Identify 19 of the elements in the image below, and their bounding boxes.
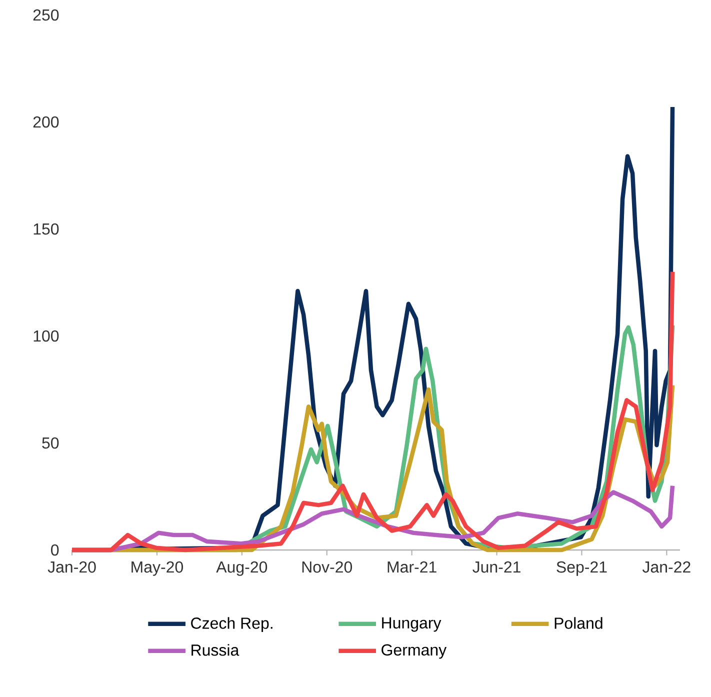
x-tick-label: Nov-20	[302, 561, 352, 573]
y-tick-label: 250	[33, 9, 59, 21]
legend-label: Germany	[382, 644, 447, 659]
x-tick-label: Jan-20	[48, 561, 96, 573]
x-tick-label: Jan-22	[642, 561, 690, 573]
y-tick-label: 100	[34, 330, 59, 342]
legend-label: Russia	[192, 644, 240, 656]
x-tick-label: Sep-21	[556, 561, 607, 576]
y-tick-label: 200	[33, 116, 59, 128]
x-tick-label: Aug-20	[216, 561, 268, 576]
y-tick-label: 50	[42, 437, 59, 449]
x-tick-label: May-20	[132, 561, 184, 576]
legend-label: Poland	[554, 617, 602, 629]
legend-label: Hungary	[382, 617, 442, 632]
y-tick-label: 0	[51, 544, 59, 556]
y-tick-label: 150	[34, 223, 59, 235]
x-tick-label: Jun-21	[472, 561, 520, 573]
legend-label: Czech Rep.	[191, 617, 272, 632]
x-tick-label: Mar-21	[388, 561, 436, 573]
